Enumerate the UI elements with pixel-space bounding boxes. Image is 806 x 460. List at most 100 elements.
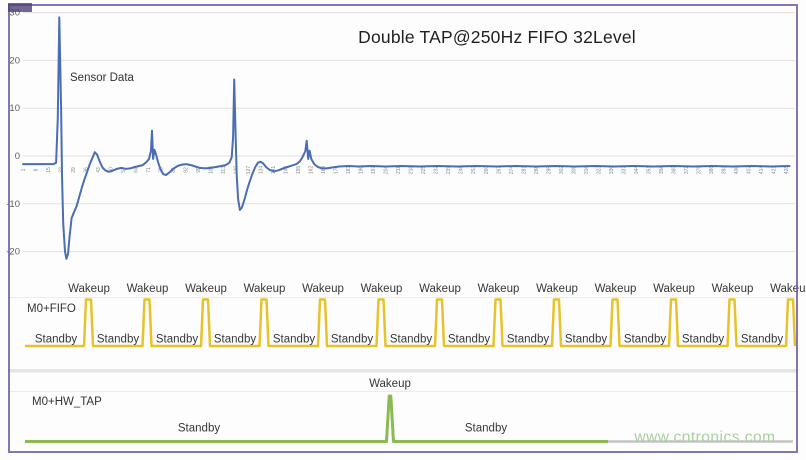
x-axis-tick-label: 141 [271,166,277,175]
m0-fifo-waveform [25,298,797,348]
x-axis-tick-label: 169 [321,166,327,175]
x-axis-tick-label: 43 [96,167,102,173]
standby-label: Standby [465,423,507,435]
standby-label: Standby [624,334,666,346]
x-axis-tick-label: 134 [259,166,265,175]
x-axis-tick-label: 421 [771,166,777,175]
x-axis-tick-label: 330 [609,166,615,175]
wakeup-label: Wakeup [244,283,286,295]
x-axis-tick-label: 295 [546,166,552,175]
x-axis-tick-label: 57 [121,167,127,173]
x-axis-tick-label: 407 [746,166,752,175]
wakeup-label: Wakeup [536,283,578,295]
x-axis-tick-label: 358 [659,166,665,175]
wakeup-label: Wakeup [185,283,227,295]
x-axis-tick-label: 386 [709,166,715,175]
x-axis-tick-label: 127 [246,166,252,175]
watermark: www.cntronics.com [634,429,776,446]
y-axis-tick-label: -10 [6,199,20,210]
x-axis-tick-label: 204 [384,166,390,175]
x-axis-tick-label: 148 [284,166,290,175]
standby-label: Standby [331,334,373,346]
wakeup-label: Wakeup [361,283,403,295]
y-axis-tick-label: -20 [6,247,20,258]
chart-title: Double TAP@250Hz FIFO 32Level [358,27,636,47]
x-axis-tick-label: 302 [559,166,565,175]
standby-label: Standby [156,334,198,346]
x-axis-tick-label: 281 [521,166,527,175]
x-axis-tick-label: 351 [646,166,652,175]
y-axis-tick-label: 20 [9,55,20,66]
y-axis-tick-label: 10 [9,103,20,114]
wakeup-label: Wakeup [595,283,637,295]
x-axis-tick-label: 365 [671,166,677,175]
x-axis-tick-label: 379 [696,166,702,175]
standby-label: Standby [565,334,607,346]
standby-label: Standby [507,334,549,346]
x-axis-tick-label: 85 [171,167,177,173]
wakeup-label: Wakeup [653,283,695,295]
m0-hw-tap-label: M0+HW_TAP [32,396,102,408]
x-axis-tick-label: 225 [421,166,427,175]
sensor-data-label: Sensor Data [70,72,134,84]
standby-label: Standby [682,334,724,346]
sensor-data-line [22,16,791,260]
x-axis-tick-label: 183 [346,166,352,175]
x-axis-tick-label: 162 [309,166,315,175]
wakeup-label: Wakeup [68,283,110,295]
x-axis-tick-label: 113 [221,166,227,174]
x-axis-tick-label: 190 [359,166,365,175]
x-axis-tick-label: 372 [684,166,690,175]
standby-label: Standby [35,334,77,346]
x-axis-tick-label: 176 [334,166,340,175]
x-axis-tick-label: 316 [584,166,590,175]
x-axis-tick-label: 211 [396,166,402,174]
x-axis-tick-label: 106 [209,166,215,175]
x-axis-tick-label: 246 [459,166,465,175]
x-axis-tick-label: 323 [596,166,602,175]
x-axis-tick-label: 50 [109,167,115,173]
wakeup-label: Wakeup [127,283,169,295]
x-axis-tick-label: 218 [409,166,415,175]
x-axis-tick-label: 337 [621,166,627,175]
x-axis-tick-label: 414 [759,166,765,175]
standby-label: Standby [273,334,315,346]
wakeup-label: Wakeup [302,283,344,295]
x-axis-tick-label: 15 [46,167,52,173]
x-axis-tick-label: 36 [84,167,90,173]
x-axis-tick-label: 260 [484,166,490,175]
x-axis-tick-label: 344 [634,166,640,175]
x-axis-tick-label: 239 [446,166,452,175]
wakeup-label: Wakeup [369,378,411,390]
x-axis-tick-label: 274 [509,166,515,175]
y-axis-tick-label: 30 [9,8,20,19]
standby-label: Standby [97,334,139,346]
seam-band [8,369,798,373]
wakeup-label: Wakeup [478,283,520,295]
x-axis-tick-label: 29 [71,167,77,173]
x-axis-tick-label: 92 [184,167,190,173]
x-axis-tick-label: 428 [784,166,790,175]
wakeup-label: Wakeup [712,283,754,295]
x-axis-tick-label: 155 [296,166,302,175]
standby-label: Standby [178,423,220,435]
wakeup-label: Wakeup [770,283,806,295]
x-axis-tick-label: 1 [21,168,27,171]
x-axis-tick-label: 71 [146,167,152,173]
x-axis-tick-label: 8 [34,168,40,171]
x-axis-tick-label: 267 [496,166,502,175]
m0-fifo-label: M0+FIFO [27,303,76,315]
m0-hw-tap-waveform [25,394,608,443]
x-axis-tick-label: 197 [371,166,377,175]
wakeup-label: Wakeup [419,283,461,295]
x-axis-tick-label: 400 [734,166,740,175]
standby-label: Standby [741,334,783,346]
x-axis-tick-label: 253 [471,166,477,175]
standby-label: Standby [214,334,256,346]
x-axis-tick-label: 393 [721,166,727,175]
x-axis-tick-label: 309 [571,166,577,175]
x-axis-tick-label: 288 [534,166,540,175]
x-axis-tick-label: 232 [434,166,440,175]
